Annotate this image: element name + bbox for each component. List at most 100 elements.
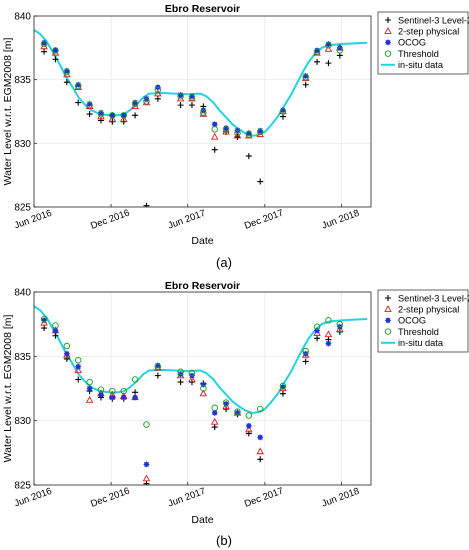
legend-item: Sentinel-3 Level-2 bbox=[385, 293, 469, 303]
data-point bbox=[52, 327, 59, 334]
data-point bbox=[313, 329, 321, 336]
legend-item: 2-step physical bbox=[384, 305, 459, 315]
legend-marker bbox=[384, 50, 392, 57]
data-point bbox=[120, 394, 127, 401]
data-point bbox=[279, 390, 286, 397]
y-tick-label: 830 bbox=[14, 416, 31, 427]
data-point bbox=[336, 320, 344, 328]
data-point bbox=[143, 480, 150, 485]
data-point bbox=[63, 68, 71, 76]
legend-marker bbox=[384, 27, 392, 34]
data-point bbox=[143, 461, 150, 468]
data-point bbox=[85, 395, 94, 403]
data-point bbox=[52, 332, 59, 339]
series-line bbox=[34, 29, 368, 137]
y-tick-label: 835 bbox=[14, 75, 31, 86]
data-point bbox=[75, 376, 82, 383]
caption-a: (a) bbox=[216, 255, 232, 270]
data-point bbox=[86, 101, 93, 109]
legend-marker bbox=[385, 39, 391, 46]
data-point bbox=[120, 112, 127, 119]
data-point bbox=[131, 100, 139, 108]
legend-item: Threshold bbox=[384, 49, 439, 59]
data-point bbox=[109, 112, 116, 119]
data-point bbox=[256, 447, 264, 455]
y-axis-label: Water Level w.r.t. EGM2008 [m] bbox=[2, 38, 14, 186]
y-tick-label: 825 bbox=[14, 481, 31, 492]
data-point bbox=[75, 363, 82, 370]
series-layer bbox=[34, 29, 368, 207]
caption-b: (b) bbox=[216, 533, 232, 548]
legend-item: in-situ data bbox=[381, 60, 444, 70]
data-point bbox=[154, 372, 161, 379]
data-point bbox=[52, 322, 59, 329]
data-point bbox=[199, 109, 208, 117]
series-in-situ-data bbox=[34, 305, 368, 414]
data-point bbox=[245, 425, 253, 433]
series-line bbox=[34, 305, 368, 414]
legend-marker bbox=[385, 295, 391, 301]
data-point bbox=[336, 325, 344, 332]
data-point bbox=[52, 47, 59, 54]
axes-frame bbox=[33, 15, 372, 208]
data-point bbox=[188, 94, 196, 101]
chart-title: Ebro Reservoir bbox=[165, 280, 240, 292]
data-point bbox=[109, 112, 116, 119]
data-point bbox=[40, 40, 48, 48]
legend-label: Sentinel-3 Level-2 bbox=[398, 15, 469, 25]
legend-label: OCOG bbox=[398, 38, 426, 48]
x-tick-label: Jun 2018 bbox=[320, 486, 360, 510]
series-layer bbox=[34, 305, 368, 485]
series-threshold bbox=[40, 40, 344, 138]
x-tick-label: Dec 2017 bbox=[243, 486, 285, 510]
legend-marker bbox=[385, 17, 391, 23]
legend-label: 2-step physical bbox=[398, 305, 459, 315]
plot-area bbox=[34, 292, 371, 485]
data-point bbox=[222, 402, 230, 410]
data-point bbox=[177, 92, 184, 100]
data-point bbox=[97, 110, 105, 118]
legend: Sentinel-3 Level-2 2-step physicalOCOGThr… bbox=[377, 11, 469, 75]
data-point bbox=[74, 82, 82, 90]
data-point bbox=[302, 81, 309, 88]
chart-title: Ebro Reservoir bbox=[165, 3, 240, 15]
series-threshold bbox=[40, 315, 344, 428]
data-point bbox=[40, 318, 48, 326]
legend-box bbox=[377, 11, 469, 75]
x-axis-label: Date bbox=[191, 514, 213, 526]
data-point bbox=[211, 404, 218, 412]
data-point bbox=[313, 323, 321, 330]
data-point bbox=[63, 342, 71, 350]
data-point bbox=[279, 382, 287, 390]
data-point bbox=[41, 325, 48, 332]
legend-label: OCOG bbox=[398, 316, 426, 326]
y-tick-label: 830 bbox=[14, 139, 31, 150]
data-point bbox=[336, 47, 344, 54]
data-point bbox=[154, 363, 162, 371]
data-point bbox=[52, 56, 59, 63]
data-point bbox=[74, 356, 82, 364]
data-point bbox=[177, 379, 184, 386]
legend-label: 2-step physical bbox=[398, 27, 459, 37]
data-point bbox=[177, 368, 184, 376]
data-point bbox=[97, 391, 104, 398]
data-point bbox=[200, 385, 207, 392]
data-point bbox=[234, 129, 241, 137]
y-tick-label: 835 bbox=[14, 352, 31, 363]
data-point bbox=[86, 385, 93, 392]
data-point bbox=[211, 121, 218, 128]
legend-box bbox=[377, 289, 469, 353]
data-point bbox=[177, 102, 184, 109]
data-point bbox=[188, 102, 195, 109]
data-point bbox=[302, 73, 309, 81]
data-point bbox=[142, 474, 151, 482]
legend-item: OCOG bbox=[385, 38, 426, 48]
data-point bbox=[211, 424, 218, 431]
data-point bbox=[188, 375, 196, 383]
series-sentinel-3-level-2 bbox=[41, 48, 343, 207]
data-point bbox=[325, 60, 332, 67]
data-point bbox=[245, 131, 253, 138]
data-point bbox=[41, 48, 48, 55]
